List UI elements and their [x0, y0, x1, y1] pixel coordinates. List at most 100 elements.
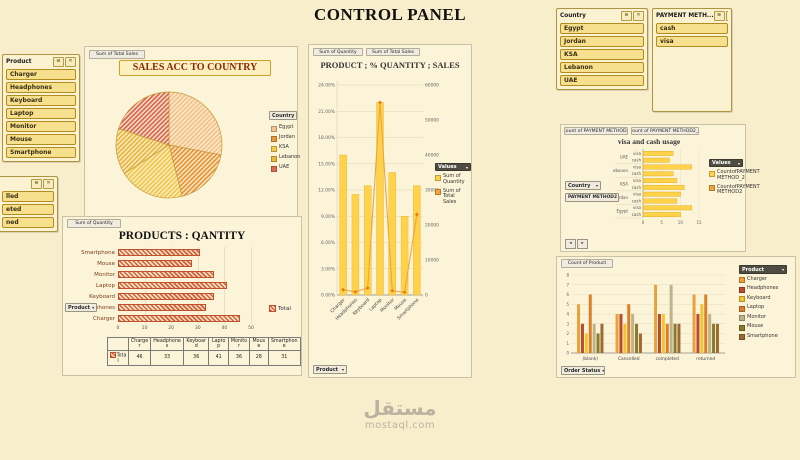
combo-field2-button[interactable]: Sum of Total Sales	[366, 48, 420, 56]
visa-field1-button[interactable]: Count of PAYMENT METHOD2	[564, 127, 628, 135]
slicer-item-charger[interactable]: Charger	[6, 69, 76, 80]
combo-field1-button[interactable]: Sum of Quantity	[313, 48, 363, 56]
svg-text:0: 0	[425, 293, 428, 299]
pie-country-dropdown[interactable]: Country▾	[269, 111, 297, 120]
slicer-item-jordan[interactable]: Jordan	[560, 36, 644, 47]
svg-text:1: 1	[566, 341, 569, 346]
clear-filter-icon[interactable]: ✕	[65, 57, 76, 67]
slicer-item-monitor[interactable]: Monitor	[6, 121, 76, 132]
page-left-icon[interactable]: ◂	[565, 239, 576, 249]
slicer-payment-method: PAYMENT METH... ≡ ✕ cash visa	[652, 8, 732, 112]
qty-track	[118, 260, 251, 267]
combo-field1-label: Sum of Quantity	[319, 49, 357, 55]
multiselect-icon[interactable]: ≡	[53, 57, 64, 67]
slicer-country-header-row: Country ≡ ✕	[560, 11, 644, 21]
qty-table-header: Keyboard	[182, 336, 210, 352]
multiselect-icon[interactable]: ≡	[621, 11, 632, 21]
clear-filter-icon[interactable]: ✕	[725, 11, 728, 21]
page-right-icon[interactable]: ▸	[577, 239, 588, 249]
slicer-product: Product ≡ ✕ Charger Headphones Keyboard Lap…	[2, 54, 80, 162]
slicer-status-header-row: ≡ ✕	[2, 179, 54, 189]
slicer-item-keyboard[interactable]: Keyboard	[6, 95, 76, 106]
svg-text:24.00%: 24.00%	[318, 83, 335, 89]
slicer-item-eted[interactable]: eted	[2, 204, 54, 215]
col-bar-returned-keyboard	[700, 304, 704, 353]
cols-status-dropdown[interactable]: Order Status ▾	[561, 366, 605, 375]
slicer-item-lled[interactable]: lled	[2, 191, 54, 202]
combo-bar-charger	[339, 154, 347, 296]
col-bar-completed-laptop	[665, 323, 669, 353]
col-bar-completed-monitor	[669, 284, 673, 353]
svg-text:6.00%: 6.00%	[321, 240, 335, 246]
pie-field-button[interactable]: Sum of Total Sales	[89, 50, 145, 59]
visa-field2-button[interactable]: Count of PAYMENT METHOD2_2	[631, 127, 699, 135]
svg-text:3: 3	[566, 321, 569, 326]
cols-legend-item-charger: Charger	[739, 276, 793, 283]
legend-swatch	[271, 165, 277, 172]
svg-text:Lebanon: Lebanon	[613, 168, 628, 173]
combo-bar-keyboard	[364, 185, 372, 296]
cols-field-button[interactable]: Count of Product	[561, 259, 613, 268]
svg-text:3.00%: 3.00%	[321, 266, 335, 272]
qty-chart-title: PRODUCTS : QANTITY	[118, 230, 246, 242]
qty-product-dropdown[interactable]: Product ▾	[65, 303, 97, 312]
pie-slice-egypt	[168, 91, 223, 156]
cols-product-dropdown[interactable]: Product ▾	[739, 265, 787, 274]
slicer-item-mouse[interactable]: Mouse	[6, 134, 76, 145]
svg-text:(blank): (blank)	[583, 356, 599, 362]
svg-text:60000: 60000	[425, 83, 439, 89]
slicer-item-visa[interactable]: visa	[656, 36, 728, 47]
slicer-item-laptop[interactable]: Laptop	[6, 108, 76, 119]
qty-field-button[interactable]: Sum of Quantity	[67, 219, 121, 228]
qty-row-headphones: Headphones	[69, 302, 251, 313]
svg-text:7: 7	[566, 282, 569, 287]
cols-legend: Product ▾ Charger Headphones Keyboard Laptop…	[739, 265, 793, 340]
qty-category-label: Monitor	[94, 271, 115, 278]
visa-bar-lebanon-visa	[643, 164, 693, 170]
slicer-item-headphones[interactable]: Headphones	[6, 82, 76, 93]
col-bar-cancelled-monitor	[631, 314, 635, 353]
svg-text:0.00%: 0.00%	[321, 293, 335, 299]
visa-legend-items: CountofPAYMENT METHOD_2 CountofPAYMENT ME…	[709, 169, 760, 196]
legend-swatch	[739, 296, 745, 302]
combo-chart-title: PRODUCT ; % QUANTITY ; SALES	[320, 60, 460, 70]
multiselect-icon[interactable]: ≡	[713, 11, 725, 21]
visa-values-button[interactable]: Values ▾	[709, 159, 743, 167]
slicer-item-egypt[interactable]: Egypt	[560, 23, 644, 34]
multiselect-icon[interactable]: ≡	[31, 179, 42, 189]
clear-filter-icon[interactable]: ✕	[43, 179, 54, 189]
slicer-item-ksa[interactable]: KSA	[560, 49, 644, 60]
combo-product-dropdown[interactable]: Product ▾	[313, 365, 347, 374]
legend-swatch	[739, 324, 745, 331]
clear-filter-icon[interactable]: ✕	[633, 11, 644, 21]
svg-text:Jordan: Jordan	[614, 195, 628, 200]
svg-text:cash: cash	[632, 185, 642, 190]
svg-text:6: 6	[566, 292, 569, 297]
col-bar--blank--keyboard	[584, 333, 588, 353]
pie-legend-item-uae: UAE	[271, 164, 300, 172]
legend-swatch	[709, 170, 715, 177]
slicer-item-ned[interactable]: ned	[2, 217, 54, 228]
visa-method-dropdown[interactable]: PAYMENT METHOD2▾	[565, 193, 619, 202]
qty-bar-laptop	[118, 282, 228, 289]
slicer-order-status: ≡ ✕ lled eted ned	[0, 176, 58, 232]
visa-country-dropdown[interactable]: Country ▾	[565, 181, 601, 190]
col-bar-completed-headphones	[657, 314, 661, 353]
pie-slice-jordan	[168, 144, 222, 197]
pie-country-dropdown-label: Country	[272, 112, 295, 119]
slicer-item-lebanon[interactable]: Lebanon	[560, 62, 644, 73]
col-bar-returned-headphones	[696, 314, 700, 353]
chevron-down-icon: ▾	[92, 305, 95, 310]
svg-text:9.00%: 9.00%	[321, 214, 335, 220]
axis-tick-label: 50	[248, 326, 254, 331]
qty-track	[118, 293, 251, 300]
visa-field1-label: Count of PAYMENT METHOD2	[564, 128, 628, 134]
slicer-country: Country ≡ ✕ Egypt Jordan KSA Lebanon UAE	[556, 8, 648, 90]
qty-table-value: 33	[150, 350, 184, 366]
visa-method-dropdown-label: PAYMENT METHOD2	[568, 195, 618, 200]
slicer-item-uae[interactable]: UAE	[560, 75, 644, 86]
slicer-item-smartphone[interactable]: Smartphone	[6, 147, 76, 158]
qty-row-monitor: Monitor	[69, 269, 251, 280]
slicer-item-cash[interactable]: cash	[656, 23, 728, 34]
combo-values-button[interactable]: Values ▾	[435, 163, 471, 171]
